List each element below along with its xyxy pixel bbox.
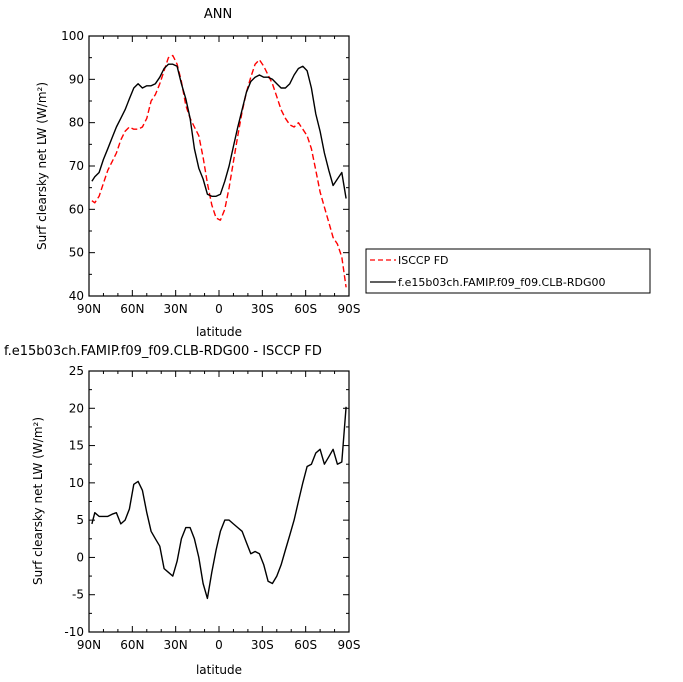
bottom-series-lines	[91, 406, 347, 600]
top-y-tick-label: 100	[61, 29, 84, 43]
top-chart-title: ANN	[204, 7, 232, 22]
top-y-tick-label: 60	[69, 202, 84, 216]
bottom-y-tick-label: 10	[69, 476, 84, 490]
bottom-y-tick-label: 25	[69, 364, 84, 378]
bottom-y-tick-label: -5	[72, 588, 84, 602]
top-series-line-0	[91, 54, 347, 288]
legend-label-isccp: ISCCP FD	[398, 254, 449, 267]
bottom-x-tick-label: 90S	[338, 638, 361, 652]
top-x-tick-label: 90N	[77, 302, 101, 316]
bottom-plot-frame	[88, 370, 350, 633]
bottom-chart-title: f.e15b03ch.FAMIP.f09_f09.CLB-RDG00 - ISC…	[4, 344, 322, 359]
bottom-y-axis-label: Surf clearsky net LW (W/m²)	[31, 417, 45, 585]
legend-box	[365, 248, 651, 294]
bottom-axis-ticks: 90N 60N 30N 0 30S 60S 90S -10 -5 0 5 10 15 20 25	[64, 364, 360, 652]
bottom-y-tick-label: 0	[76, 550, 84, 564]
legend-label-model: f.e15b03ch.FAMIP.f09_f09.CLB-RDG00	[398, 276, 606, 289]
bottom-x-tick-label: 30S	[251, 638, 274, 652]
top-x-tick-label: 90S	[338, 302, 361, 316]
bottom-x-axis-label: latitude	[196, 663, 242, 677]
top-plot-frame	[88, 35, 350, 297]
bottom-chart-panel: f.e15b03ch.FAMIP.f09_f09.CLB-RDG00 - ISC…	[4, 344, 360, 677]
top-y-tick-label: 50	[69, 246, 84, 260]
bottom-y-tick-label: 5	[76, 513, 84, 527]
top-y-tick-label: 90	[69, 72, 84, 86]
top-y-axis-label: Surf clearsky net LW (W/m²)	[35, 82, 49, 250]
bottom-series-line-0	[91, 406, 347, 600]
bottom-y-tick-label: 20	[69, 401, 84, 415]
bottom-y-tick-label: -10	[64, 625, 84, 639]
top-y-tick-label: 40	[69, 289, 84, 303]
bottom-x-tick-label: 60N	[120, 638, 144, 652]
top-y-tick-label: 70	[69, 159, 84, 173]
top-chart-panel: ANN 90N 60N 30N 0 30S 60S 90S 40 50 60 70 80 90 100 l…	[35, 7, 360, 339]
top-x-tick-label: 30N	[164, 302, 188, 316]
top-x-tick-label: 60S	[294, 302, 317, 316]
top-axis-ticks: 90N 60N 30N 0 30S 60S 90S 40 50 60 70 80 90 100	[61, 29, 360, 316]
top-x-tick-label: 60N	[120, 302, 144, 316]
top-series-lines	[91, 54, 347, 288]
top-series-line-1	[91, 63, 347, 199]
legend: ISCCP FD f.e15b03ch.FAMIP.f09_f09.CLB-RD…	[365, 248, 651, 294]
top-x-tick-label: 0	[215, 302, 223, 316]
bottom-y-tick-label: 15	[69, 439, 84, 453]
top-y-tick-label: 80	[69, 116, 84, 130]
top-x-axis-label: latitude	[196, 325, 242, 339]
bottom-x-tick-label: 60S	[294, 638, 317, 652]
top-x-tick-label: 30S	[251, 302, 274, 316]
bottom-x-tick-label: 0	[215, 638, 223, 652]
bottom-x-tick-label: 90N	[77, 638, 101, 652]
bottom-x-tick-label: 30N	[164, 638, 188, 652]
